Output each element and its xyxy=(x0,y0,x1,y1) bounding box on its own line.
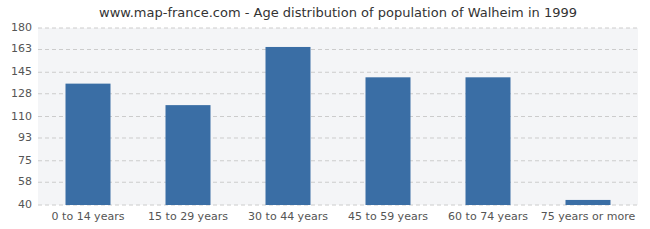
y-tick-label: 163 xyxy=(11,42,32,55)
x-tick-label: 15 to 29 years xyxy=(148,210,228,223)
x-tick-label: 30 to 44 years xyxy=(248,210,328,223)
grid-line xyxy=(38,72,638,73)
x-tick-label: 45 to 59 years xyxy=(348,210,428,223)
bars xyxy=(66,47,611,205)
y-axis: 40 58 75 93 110 128 145 163 180 xyxy=(11,21,32,211)
y-tick-label: 40 xyxy=(18,198,32,211)
bar xyxy=(366,77,411,205)
grid-line xyxy=(38,116,638,117)
grid-line xyxy=(38,49,638,50)
plot-background xyxy=(38,28,638,205)
y-tick-label: 93 xyxy=(18,131,32,144)
grid-line xyxy=(38,28,638,29)
chart-container: www.map-france.com - Age distribution of… xyxy=(0,0,650,229)
bar xyxy=(166,105,211,205)
grid-line xyxy=(38,205,638,206)
grid-line xyxy=(38,182,638,183)
bar xyxy=(466,77,511,205)
y-tick-label: 75 xyxy=(18,154,32,167)
chart: www.map-france.com - Age distribution of… xyxy=(0,0,650,229)
y-tick-label: 128 xyxy=(11,87,32,100)
x-tick-label: 60 to 74 years xyxy=(448,210,528,223)
bar xyxy=(266,47,311,205)
chart-title: www.map-france.com - Age distribution of… xyxy=(99,5,577,20)
grid-line xyxy=(38,160,638,161)
y-tick-label: 58 xyxy=(18,175,32,188)
grid xyxy=(38,28,638,205)
x-tick-label: 75 years or more xyxy=(541,210,636,223)
grid-line xyxy=(38,137,638,138)
y-tick-label: 110 xyxy=(11,110,32,123)
x-tick-label: 0 to 14 years xyxy=(52,210,125,223)
bar xyxy=(566,200,611,205)
grid-line xyxy=(38,93,638,94)
bar xyxy=(66,84,111,205)
y-tick-label: 145 xyxy=(11,65,32,78)
x-axis: 0 to 14 years 15 to 29 years 30 to 44 year… xyxy=(52,210,636,223)
y-tick-label: 180 xyxy=(11,21,32,34)
